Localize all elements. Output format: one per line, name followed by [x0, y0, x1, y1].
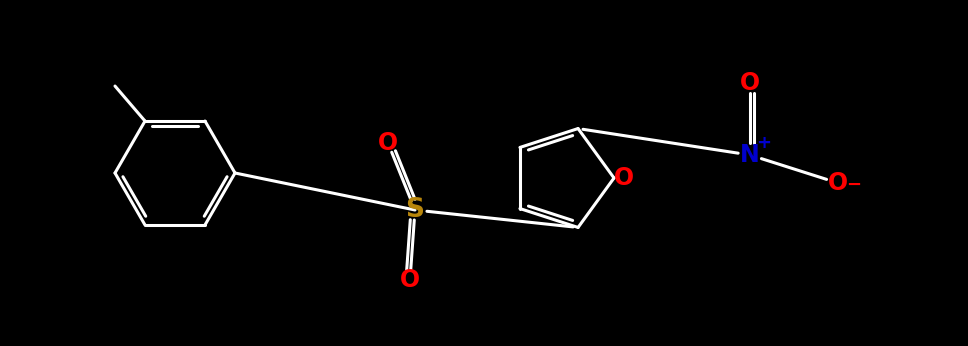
Text: +: + — [757, 134, 771, 152]
Text: N: N — [741, 143, 760, 167]
Text: −: − — [846, 176, 862, 194]
Text: S: S — [406, 197, 425, 223]
Text: O: O — [400, 268, 420, 292]
Text: O: O — [378, 131, 398, 155]
Text: O: O — [740, 71, 760, 95]
Text: O: O — [614, 166, 634, 190]
Text: O: O — [828, 171, 848, 195]
